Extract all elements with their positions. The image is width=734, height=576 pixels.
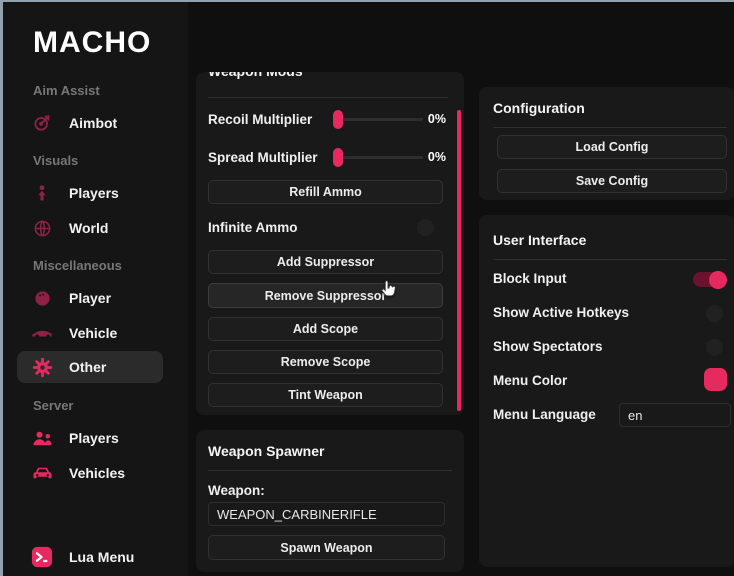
menu-color-swatch[interactable] (704, 368, 727, 391)
recoil-multiplier-value: 0% (427, 112, 446, 126)
infinite-ammo-label: Infinite Ammo (208, 220, 298, 235)
menu-color-label: Menu Color (493, 373, 568, 388)
panel-title: User Interface (493, 232, 587, 248)
weapon-name-input[interactable] (208, 502, 445, 526)
hand-cursor (381, 280, 396, 297)
recoil-multiplier-slider[interactable] (333, 110, 423, 129)
terminal-icon (31, 546, 53, 568)
person-icon (31, 182, 53, 204)
block-input-toggle[interactable] (693, 270, 727, 289)
remove-scope-button[interactable]: Remove Scope (208, 350, 443, 374)
save-config-button[interactable]: Save Config (497, 169, 727, 193)
spread-multiplier-label: Spread Multiplier (208, 150, 318, 165)
divider (208, 97, 448, 98)
sidebar-item-players-visuals[interactable]: Players (17, 177, 163, 209)
sidebar-item-label: Players (69, 430, 119, 446)
sidebar: MACHO Aim Assist Aimbot Visuals Players (3, 2, 188, 576)
sidebar-item-aimbot[interactable]: Aimbot (17, 107, 163, 139)
infinite-ammo-toggle[interactable] (417, 219, 434, 236)
sidebar-item-label: Other (69, 359, 107, 375)
gear-icon (31, 356, 53, 378)
menu-language-input[interactable] (619, 403, 731, 427)
sidebar-item-label: Lua Menu (69, 549, 135, 565)
sidebar-item-label: Aimbot (69, 115, 118, 131)
divider (208, 470, 452, 471)
recoil-multiplier-label: Recoil Multiplier (208, 112, 313, 127)
menu-language-label: Menu Language (493, 407, 596, 422)
vertical-scrollbar[interactable] (457, 110, 461, 411)
show-spectators-toggle[interactable] (706, 339, 723, 356)
show-active-hotkeys-toggle[interactable] (706, 305, 723, 322)
spawn-weapon-button[interactable]: Spawn Weapon (208, 535, 445, 560)
add-scope-button[interactable]: Add Scope (208, 317, 443, 341)
weapon-spawner-panel: Weapon Spawner Weapon: Spawn Weapon (196, 430, 464, 572)
weapon-field-label: Weapon: (208, 483, 265, 498)
slider-handle[interactable] (333, 148, 343, 167)
panel-title: Weapon Mods (208, 72, 303, 79)
ball-icon (31, 287, 53, 309)
toggle-knob (709, 270, 727, 289)
remove-suppressor-button[interactable]: Remove Suppressor (208, 283, 443, 308)
add-suppressor-button[interactable]: Add Suppressor (208, 250, 443, 274)
sidebar-item-players-server[interactable]: Players (17, 422, 163, 454)
divider (493, 259, 727, 260)
sidebar-item-other[interactable]: Other (17, 351, 163, 383)
user-interface-panel: User Interface Block Input Show Active H… (479, 215, 734, 567)
load-config-button[interactable]: Load Config (497, 135, 727, 159)
divider (493, 127, 727, 128)
sidebar-item-vehicles-server[interactable]: Vehicles (17, 457, 163, 489)
refill-ammo-button[interactable]: Refill Ammo (208, 180, 443, 204)
app-logo: MACHO (33, 26, 152, 59)
section-header-aim-assist: Aim Assist (33, 83, 100, 98)
configuration-panel: Configuration Load Config Save Config (479, 87, 734, 200)
spread-multiplier-value: 0% (427, 150, 446, 164)
people-icon (31, 427, 53, 449)
car-front-icon (31, 462, 53, 484)
target-icon (31, 112, 53, 134)
block-input-label: Block Input (493, 271, 567, 286)
sidebar-item-world[interactable]: World (17, 212, 163, 244)
sidebar-item-player-misc[interactable]: Player (17, 282, 163, 314)
show-spectators-label: Show Spectators (493, 339, 603, 354)
show-active-hotkeys-label: Show Active Hotkeys (493, 305, 630, 320)
section-header-visuals: Visuals (33, 153, 79, 168)
globe-icon (31, 217, 53, 239)
panel-title: Configuration (493, 100, 585, 116)
sidebar-item-label: World (69, 220, 109, 236)
slider-handle[interactable] (333, 110, 343, 129)
sidebar-item-label: Players (69, 185, 119, 201)
sidebar-item-lua-menu[interactable]: Lua Menu (17, 541, 163, 573)
section-header-server: Server (33, 398, 74, 413)
weapon-mods-panel: Weapon Mods Recoil Multiplier 0% Spread … (196, 72, 464, 415)
section-header-miscellaneous: Miscellaneous (33, 258, 122, 273)
sidebar-item-label: Player (69, 290, 112, 306)
car-side-icon (31, 322, 53, 344)
sidebar-item-label: Vehicle (69, 325, 118, 341)
spread-multiplier-slider[interactable] (333, 148, 423, 167)
sidebar-item-label: Vehicles (69, 465, 126, 481)
tint-weapon-button[interactable]: Tint Weapon (208, 383, 443, 407)
sidebar-item-vehicle-misc[interactable]: Vehicle (17, 317, 163, 349)
panel-title: Weapon Spawner (208, 443, 325, 459)
